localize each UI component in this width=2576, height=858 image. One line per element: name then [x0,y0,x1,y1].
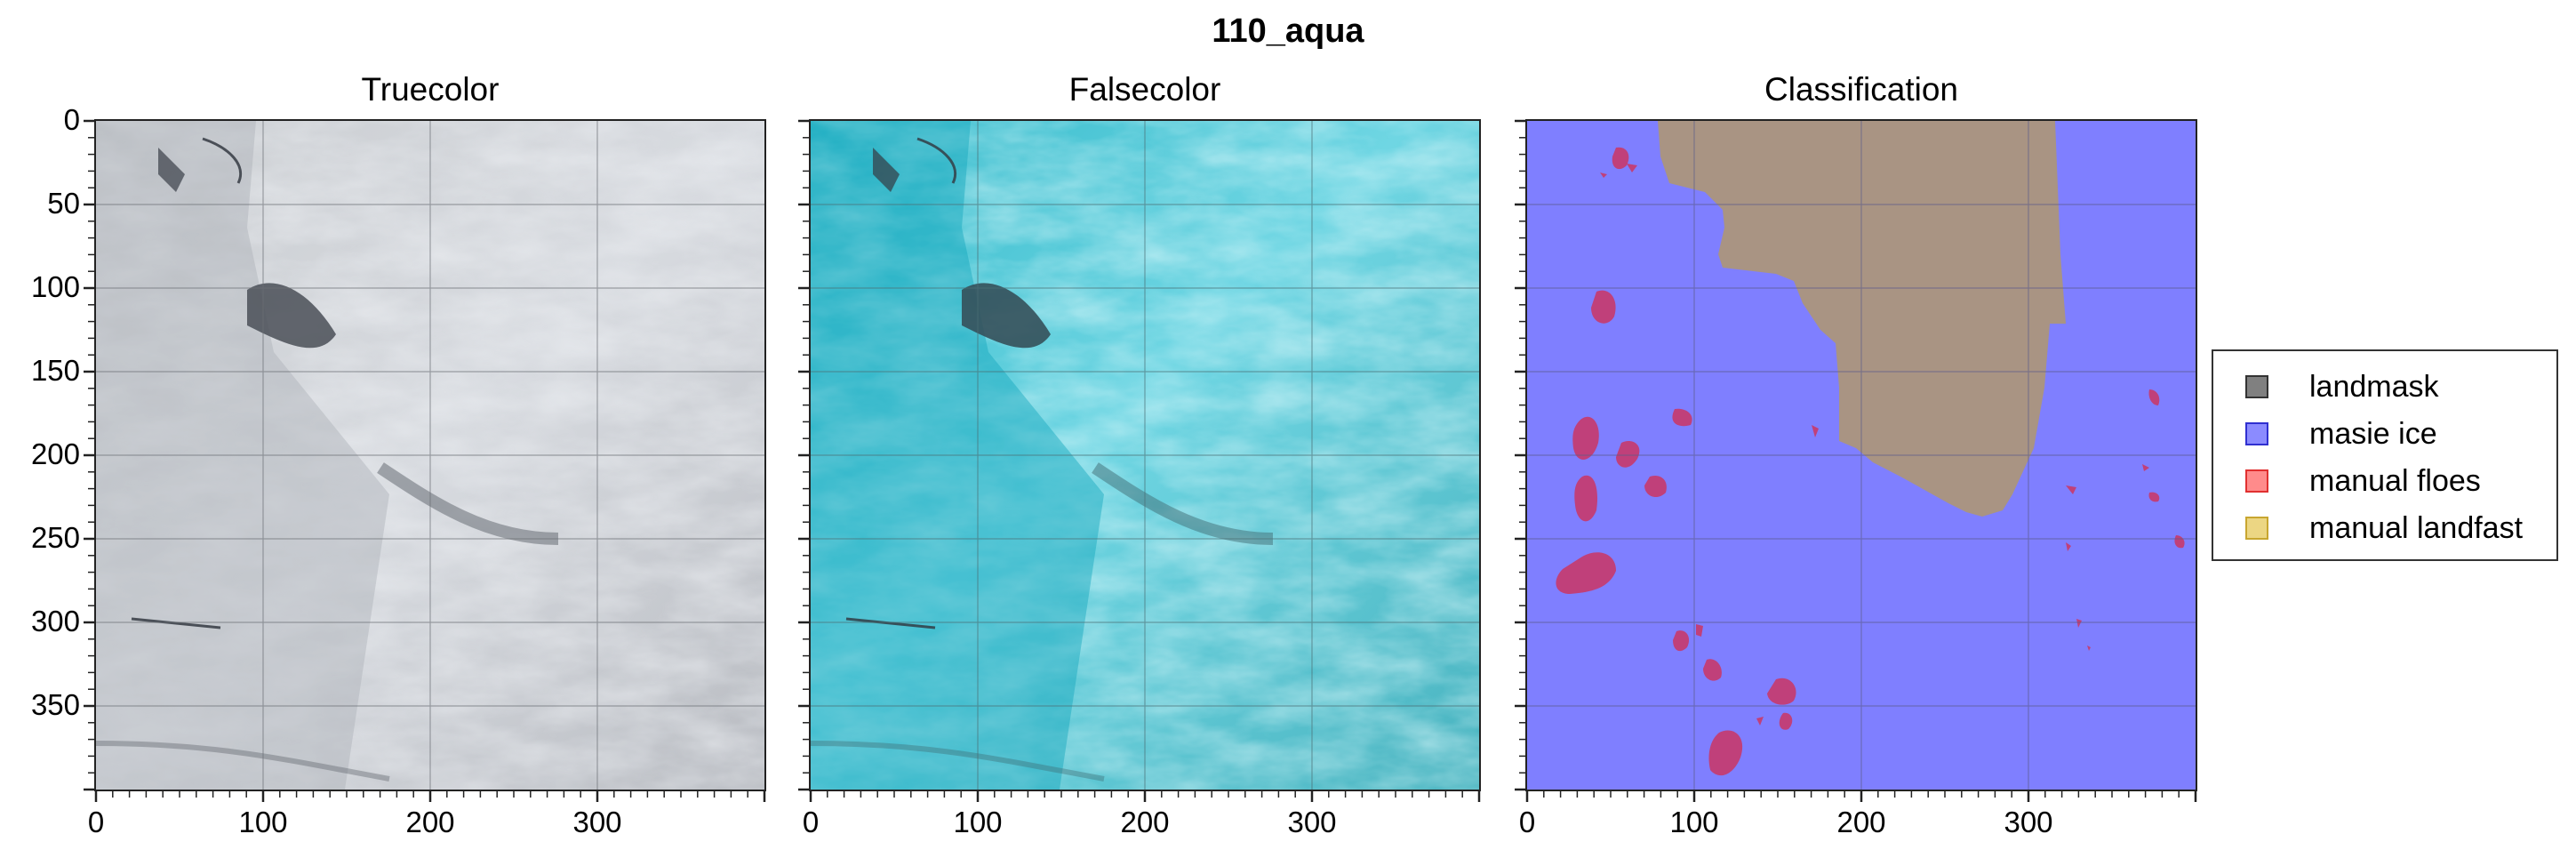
legend-label-landmask: landmask [2309,369,2439,404]
floe [1672,408,1692,427]
classification-panel [1525,119,2197,791]
y-tick-label: 0 [63,103,80,136]
legend-item-landmask: landmask [2245,369,2439,405]
floe [2066,542,2071,551]
legend-label-manual-landfast: manual landfast [2309,510,2524,545]
x-tick-label: 0 [1518,806,1536,838]
floe [1600,172,1607,178]
x-tick-label: 100 [953,806,1003,838]
legend-item-manual-landfast: manual landfast [2245,510,2523,546]
floe [2066,485,2076,494]
floe [1556,552,1616,594]
floe [1627,164,1637,172]
floe [1673,630,1690,652]
y-tick-label: 50 [47,187,80,220]
floe [1612,147,1629,170]
legend-label-manual-floes: manual floes [2309,463,2481,498]
floe [1574,475,1598,522]
x-tick-label: 100 [238,806,288,838]
floe [1696,624,1703,637]
floe [1708,730,1743,776]
floe [2087,646,2091,651]
floe [1756,717,1764,726]
x-tick-label: 0 [802,806,820,838]
x-tick-label: 300 [1287,806,1337,838]
panel-title-classification: Classification [1764,71,1958,108]
x-tick-label: 200 [1120,806,1170,838]
figure-title: 110_aqua [1212,12,1364,50]
legend-item-manual-floes: manual floes [2245,463,2481,499]
truecolor-image [96,121,764,790]
floe [2076,619,2082,628]
y-tick-label: 200 [30,437,80,470]
falsecolor-image-panel [809,119,1481,791]
x-tick-label: 0 [87,806,105,838]
floe [1644,475,1667,498]
legend: landmask masie ice manual floes manual l… [2212,349,2558,561]
floe [1591,290,1616,324]
legend-swatch-manual-landfast [2245,517,2268,540]
legend-label-masie-ice: masie ice [2309,416,2437,451]
x-tick-label: 300 [2004,806,2053,838]
legend-item-masie-ice: masie ice [2245,416,2437,452]
legend-swatch-manual-floes [2245,469,2268,493]
floe [1703,659,1722,681]
x-tick-label: 200 [405,806,455,838]
floe [1572,416,1599,460]
truecolor-image-panel [94,119,766,791]
y-tick-label: 350 [30,688,80,721]
floe [1779,712,1793,730]
floe [1812,425,1819,437]
classification-map [1527,121,2196,790]
y-tick-label: 150 [30,354,80,387]
x-tick-label: 100 [1669,806,1719,838]
falsecolor-image [811,121,1479,790]
floe [2148,492,2160,502]
panel-title-truecolor: Truecolor [361,71,500,108]
y-tick-label: 300 [30,605,80,637]
manual-floes [1556,147,2185,776]
y-tick-label: 250 [30,521,80,554]
x-tick-label: 300 [572,806,622,838]
floe [1767,678,1796,705]
x-tick-label: 200 [1836,806,1886,838]
legend-swatch-landmask [2245,375,2268,398]
legend-swatch-masie-ice [2245,422,2268,445]
floe [2148,389,2160,405]
floe [1616,441,1640,468]
floe [2142,464,2149,471]
panel-title-falsecolor: Falsecolor [1068,71,1221,108]
y-tick-label: 100 [30,270,80,303]
